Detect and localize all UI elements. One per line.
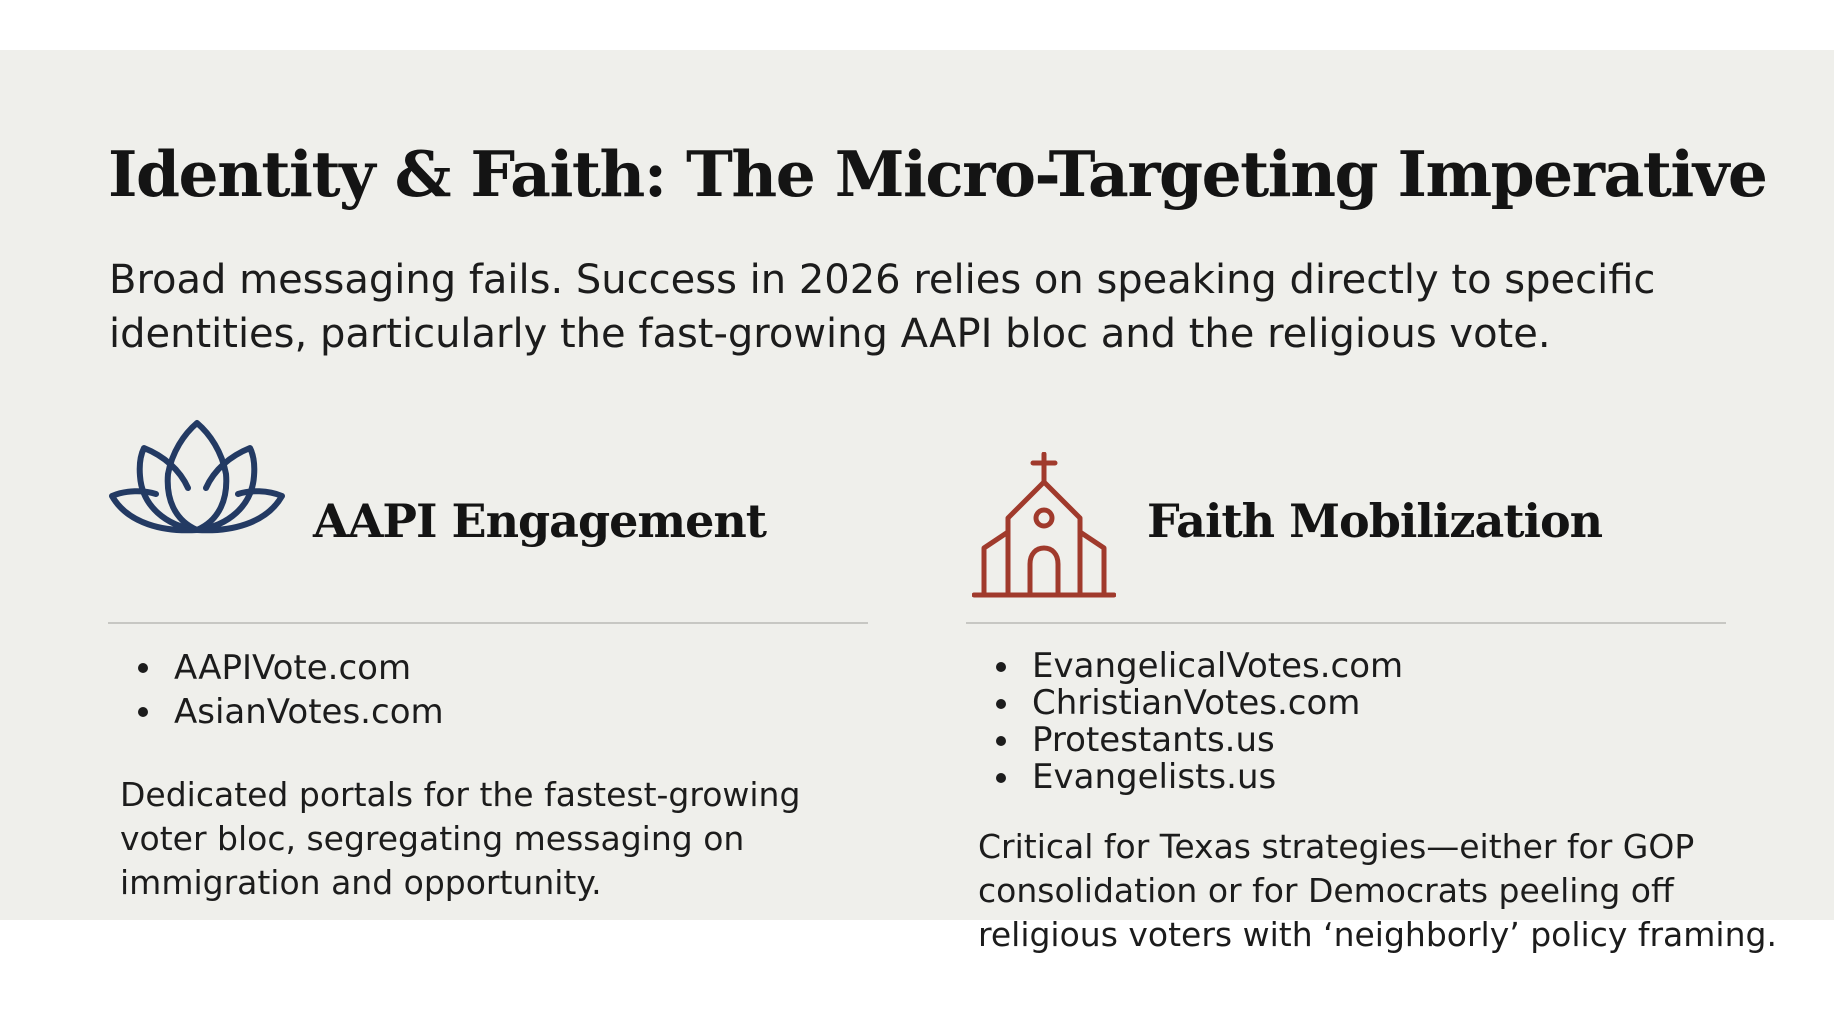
aapi-divider bbox=[108, 622, 868, 624]
faith-description: Critical for Texas strategies—either for… bbox=[978, 825, 1777, 957]
faith-domain-list: EvangelicalVotes.com ChristianVotes.com … bbox=[966, 648, 1403, 796]
aapi-description: Dedicated portals for the fastest-growin… bbox=[120, 773, 800, 905]
list-item: AsianVotes.com bbox=[108, 690, 444, 734]
slide-title: Identity & Faith: The Micro-Targeting Im… bbox=[108, 137, 1768, 211]
lotus-icon bbox=[109, 420, 285, 534]
list-item: Protestants.us bbox=[966, 722, 1403, 759]
faith-divider bbox=[966, 622, 1726, 624]
aapi-heading: AAPI Engagement bbox=[313, 494, 767, 548]
list-item: EvangelicalVotes.com bbox=[966, 648, 1403, 685]
list-item: AAPIVote.com bbox=[108, 646, 444, 690]
description-line: Dedicated portals for the fastest-growin… bbox=[120, 775, 801, 814]
slide: Identity & Faith: The Micro-Targeting Im… bbox=[0, 50, 1834, 954]
description-line: Critical for Texas strategies—either for… bbox=[978, 827, 1695, 866]
aapi-domain-list: AAPIVote.com AsianVotes.com bbox=[108, 646, 444, 734]
list-item: Evangelists.us bbox=[966, 759, 1403, 796]
description-line: voter bloc, segregating messaging on bbox=[120, 819, 745, 858]
description-line: consolidation or for Democrats peeling o… bbox=[978, 871, 1674, 910]
slide-subtitle: Broad messaging fails. Success in 2026 r… bbox=[109, 257, 1656, 357]
church-icon bbox=[972, 452, 1116, 598]
description-line: religious voters with ‘neighborly’ polic… bbox=[978, 915, 1777, 954]
description-line: immigration and opportunity. bbox=[120, 863, 602, 902]
list-item: ChristianVotes.com bbox=[966, 685, 1403, 722]
faith-heading: Faith Mobilization bbox=[1147, 494, 1603, 548]
